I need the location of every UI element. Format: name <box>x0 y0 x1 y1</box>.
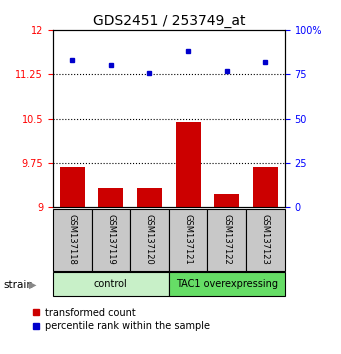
Text: GSM137121: GSM137121 <box>183 215 193 265</box>
Bar <box>137 188 162 207</box>
Bar <box>246 209 285 271</box>
Text: GSM137122: GSM137122 <box>222 215 231 265</box>
Text: TAC1 overexpressing: TAC1 overexpressing <box>176 279 278 289</box>
Text: ▶: ▶ <box>29 280 36 290</box>
Text: GSM137120: GSM137120 <box>145 215 154 265</box>
Bar <box>169 209 207 271</box>
Text: GSM137118: GSM137118 <box>68 215 77 265</box>
Bar <box>207 209 246 271</box>
Bar <box>130 209 169 271</box>
Bar <box>253 167 278 207</box>
Text: control: control <box>94 279 128 289</box>
Bar <box>176 121 201 207</box>
Bar <box>214 194 239 207</box>
Bar <box>91 209 130 271</box>
Bar <box>60 167 85 207</box>
Legend: transformed count, percentile rank within the sample: transformed count, percentile rank withi… <box>32 308 210 331</box>
Bar <box>169 272 285 296</box>
Title: GDS2451 / 253749_at: GDS2451 / 253749_at <box>92 14 245 28</box>
Text: GSM137119: GSM137119 <box>106 215 115 265</box>
Text: strain: strain <box>3 280 33 290</box>
Bar <box>53 209 91 271</box>
Text: GSM137123: GSM137123 <box>261 215 270 265</box>
Bar <box>53 272 169 296</box>
Bar <box>98 188 123 207</box>
